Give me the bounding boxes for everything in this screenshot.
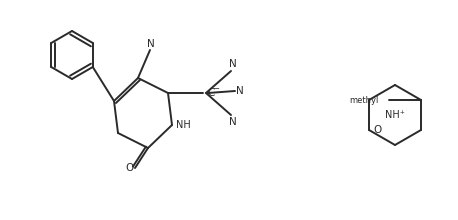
Text: N: N: [147, 39, 155, 49]
Text: O: O: [373, 125, 381, 135]
Text: methyl: methyl: [349, 95, 379, 104]
Text: NH⁺: NH⁺: [385, 110, 405, 120]
Text: NH: NH: [175, 120, 191, 130]
Text: N: N: [229, 59, 237, 69]
Text: C: C: [207, 88, 214, 98]
Text: N: N: [229, 117, 237, 127]
Text: O: O: [126, 163, 134, 173]
Text: N: N: [236, 86, 244, 96]
Text: −: −: [212, 84, 219, 94]
